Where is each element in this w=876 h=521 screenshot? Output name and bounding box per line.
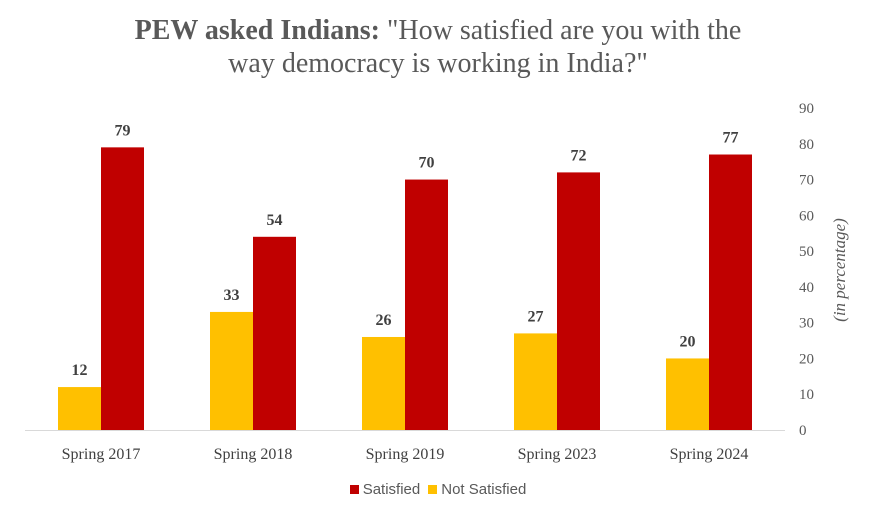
data-label-satisfied-1: 54 xyxy=(267,212,283,229)
y-tick-label-60: 60 xyxy=(799,208,814,224)
chart-legend: Satisfied Not Satisfied xyxy=(0,481,876,498)
x-tick-label-2: Spring 2019 xyxy=(366,446,445,463)
data-label-not-satisfied-0: 12 xyxy=(72,362,88,379)
bar-satisfied-0 xyxy=(101,147,144,430)
y-tick-label-70: 70 xyxy=(799,173,814,189)
data-label-satisfied-0: 79 xyxy=(115,122,131,139)
x-tick-label-4: Spring 2024 xyxy=(670,446,749,463)
bar-satisfied-1 xyxy=(253,236,296,430)
data-label-not-satisfied-2: 26 xyxy=(376,312,392,329)
y-tick-label-0: 0 xyxy=(799,423,807,439)
y-tick-label-10: 10 xyxy=(799,387,814,403)
bar-satisfied-2 xyxy=(405,179,448,430)
x-tick-label-1: Spring 2018 xyxy=(214,446,293,463)
data-label-satisfied-4: 77 xyxy=(723,130,739,147)
y-tick-label-40: 40 xyxy=(799,280,814,296)
bar-not-satisfied-3 xyxy=(514,333,557,430)
legend-item-not-satisfied: Not Satisfied xyxy=(428,481,526,498)
data-label-not-satisfied-3: 27 xyxy=(528,308,544,325)
bar-satisfied-3 xyxy=(557,172,600,430)
bar-not-satisfied-2 xyxy=(362,336,405,430)
x-tick-label-3: Spring 2023 xyxy=(518,446,597,463)
data-label-satisfied-2: 70 xyxy=(419,155,435,172)
legend-item-satisfied: Satisfied xyxy=(349,481,421,498)
y-axis-label: (in percentage) xyxy=(830,218,849,322)
bar-not-satisfied-1 xyxy=(210,311,253,430)
legend-label: Not Satisfied xyxy=(441,481,527,498)
legend-swatch xyxy=(349,485,359,494)
bar-satisfied-4 xyxy=(709,154,752,430)
bar-not-satisfied-0 xyxy=(58,387,101,430)
bar-not-satisfied-4 xyxy=(666,358,709,430)
title-question-line1: "How satisfied are you with the xyxy=(380,15,742,46)
title-question-line2: way democracy is working in India?" xyxy=(228,48,648,79)
data-label-not-satisfied-4: 20 xyxy=(680,333,696,350)
legend-label: Satisfied xyxy=(362,481,421,498)
data-label-satisfied-3: 72 xyxy=(571,147,587,164)
y-tick-label-30: 30 xyxy=(799,316,814,332)
x-tick-label-0: Spring 2017 xyxy=(62,446,141,463)
legend-swatch xyxy=(428,485,438,494)
y-tick-label-90: 90 xyxy=(799,101,814,117)
chart-title: PEW asked Indians: "How satisfied are yo… xyxy=(0,14,876,80)
y-tick-label-20: 20 xyxy=(799,351,814,367)
title-lead: PEW asked Indians: xyxy=(134,15,380,46)
y-tick-label-50: 50 xyxy=(799,244,814,260)
y-tick-label-80: 80 xyxy=(799,137,814,153)
data-label-not-satisfied-1: 33 xyxy=(224,287,240,304)
